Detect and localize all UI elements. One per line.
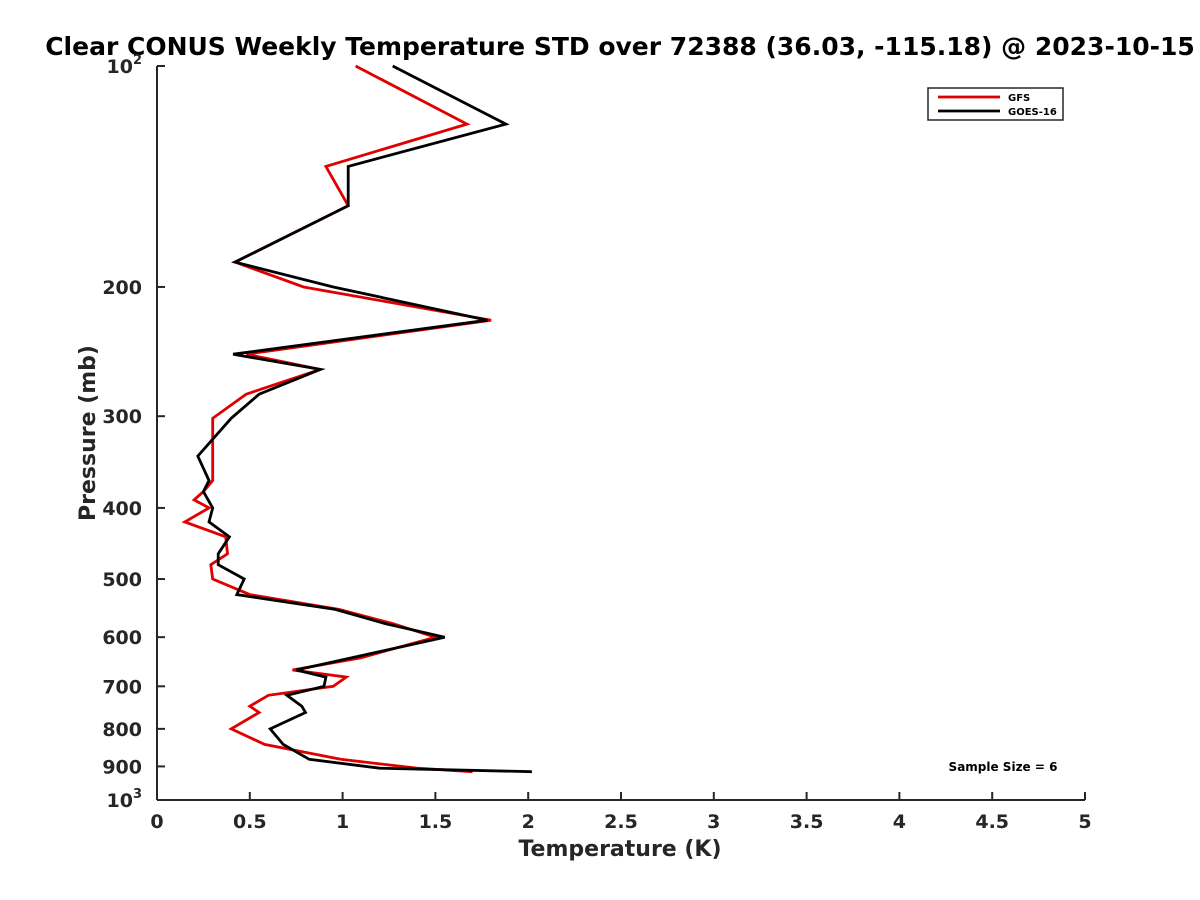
y-tick-label: 102 [107, 53, 143, 78]
x-tick-label: 1 [336, 811, 349, 833]
x-tick-label: 2 [522, 811, 535, 833]
x-tick-label: 4 [893, 811, 906, 833]
y-tick-label: 400 [102, 498, 142, 520]
series-line-gfs [181, 64, 492, 774]
x-tick-label: 2.5 [604, 811, 638, 833]
y-axis-label: Pressure (mb) [76, 345, 101, 521]
chart-title: Clear CONUS Weekly Temperature STD over … [45, 32, 1195, 61]
y-tick-exponent: 2 [133, 53, 142, 68]
y-tick-label: 900 [102, 756, 142, 778]
legend-box [927, 87, 1064, 121]
x-tick-label: 4.5 [975, 811, 1009, 833]
y-tick-label: 700 [102, 676, 142, 698]
series-line-goes-16 [196, 64, 532, 774]
x-tick-label: 1.5 [419, 811, 453, 833]
x-tick-label: 3.5 [790, 811, 824, 833]
data-series [181, 64, 532, 774]
y-tick-label: 200 [102, 277, 142, 299]
y-tick-base: 10 [107, 56, 133, 78]
y-tick-exponent: 3 [133, 787, 142, 802]
axes: 0 0.5 1 1.5 2 2.5 3 3.5 4 4.5 51022003004005006007… [102, 53, 1091, 833]
y-tick-label: 103 [107, 787, 143, 812]
y-tick-label: 500 [102, 569, 142, 591]
y-tick-label: 300 [102, 406, 142, 428]
y-tick-base: 10 [107, 790, 133, 812]
x-tick-label: 0.5 [233, 811, 267, 833]
y-tick-label: 800 [102, 719, 142, 741]
y-tick-label: 600 [102, 627, 142, 649]
sample-size-annotation: Sample Size = 6 [949, 760, 1058, 774]
legend: GFS GOES-16 [927, 87, 1064, 121]
legend-label: GOES-16 [1008, 107, 1057, 118]
x-axis-label: Temperature (K) [518, 837, 721, 862]
legend-label: GFS [1008, 93, 1030, 104]
x-tick-label: 0 [150, 811, 163, 833]
x-tick-label: 5 [1078, 811, 1091, 833]
x-tick-label: 3 [707, 811, 720, 833]
